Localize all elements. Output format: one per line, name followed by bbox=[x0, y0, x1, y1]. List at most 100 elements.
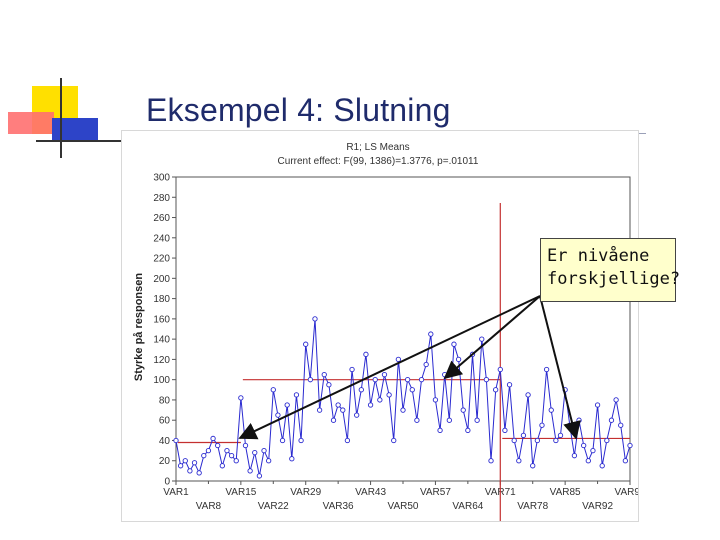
data-point bbox=[284, 402, 290, 408]
data-point bbox=[289, 456, 295, 462]
data-point bbox=[363, 351, 369, 357]
data-point bbox=[210, 435, 216, 442]
x-tick-label: VAR22 bbox=[258, 501, 289, 512]
data-point bbox=[516, 458, 522, 464]
data-point bbox=[502, 427, 508, 433]
chart-subtitle: Current effect: F(99, 1386)=1.3776, p=.0… bbox=[278, 156, 479, 167]
data-point bbox=[576, 417, 582, 423]
data-point bbox=[520, 432, 527, 439]
y-tick-label: 180 bbox=[153, 294, 170, 305]
vertical-rule bbox=[60, 78, 62, 158]
x-tick-label: VAR99 bbox=[615, 487, 638, 498]
data-point bbox=[330, 417, 337, 423]
data-point bbox=[205, 447, 212, 454]
data-point bbox=[506, 382, 513, 388]
data-point bbox=[497, 366, 503, 373]
data-point bbox=[562, 387, 568, 393]
data-point bbox=[298, 437, 304, 444]
blue-block bbox=[52, 118, 98, 142]
y-tick-label: 240 bbox=[153, 233, 170, 244]
data-point bbox=[256, 473, 263, 479]
data-point bbox=[395, 356, 402, 363]
plot-area: 0 20 40 60 80 100 120 140 160 180 200 220 240 260 280 3… bbox=[153, 173, 638, 521]
callout-line-2: forskjellige? bbox=[547, 269, 681, 289]
data-point bbox=[391, 437, 397, 444]
data-point bbox=[303, 341, 309, 347]
data-point bbox=[594, 402, 601, 408]
data-point bbox=[511, 437, 517, 444]
x-tick-label: VAR1 bbox=[163, 487, 189, 498]
data-point bbox=[191, 460, 198, 466]
data-point bbox=[469, 351, 476, 357]
y-tick-label: 120 bbox=[153, 355, 170, 366]
data-point bbox=[224, 447, 230, 454]
y-axis-label: Styrke på responsen bbox=[133, 273, 145, 381]
data-point bbox=[557, 432, 564, 439]
data-point bbox=[423, 361, 429, 368]
ls-means-chart: R1; LS Means Current effect: F(99, 1386)… bbox=[133, 142, 638, 521]
data-point bbox=[266, 458, 272, 464]
y-tick-label: 80 bbox=[159, 395, 171, 406]
y-tick-label: 40 bbox=[159, 436, 171, 447]
data-point bbox=[460, 407, 466, 413]
x-tick-label: VAR15 bbox=[225, 487, 256, 498]
data-point bbox=[530, 463, 536, 469]
question-callout: Er nivåene forskjellige? bbox=[540, 238, 681, 302]
data-point bbox=[177, 463, 184, 469]
data-point bbox=[400, 407, 406, 413]
data-point bbox=[613, 397, 619, 403]
data-point bbox=[344, 437, 351, 444]
data-point bbox=[414, 417, 420, 423]
data-point bbox=[219, 463, 225, 469]
data-point bbox=[548, 407, 554, 413]
data-point bbox=[293, 392, 300, 398]
data-point bbox=[275, 412, 281, 418]
x-tick-label: VAR29 bbox=[290, 487, 321, 498]
data-point bbox=[437, 427, 443, 433]
horizontal-rule bbox=[36, 140, 126, 142]
data-point bbox=[590, 447, 596, 454]
data-point bbox=[451, 341, 457, 347]
data-point bbox=[228, 453, 235, 459]
data-point bbox=[215, 442, 221, 449]
data-point bbox=[358, 387, 364, 393]
data-point bbox=[581, 442, 587, 449]
data-point bbox=[187, 468, 193, 474]
data-point bbox=[604, 437, 610, 444]
data-point bbox=[238, 395, 244, 401]
data-point bbox=[539, 422, 545, 428]
x-tick-label: VAR43 bbox=[355, 487, 386, 498]
data-point bbox=[442, 371, 448, 378]
slide-title: Eksempel 4: Slutning bbox=[146, 92, 451, 128]
x-tick-label: VAR64 bbox=[452, 501, 483, 512]
data-point bbox=[488, 458, 494, 464]
data-point bbox=[455, 356, 462, 363]
x-tick-label: VAR78 bbox=[517, 501, 548, 512]
data-point bbox=[349, 366, 355, 373]
data-point bbox=[418, 377, 425, 383]
data-point bbox=[622, 458, 629, 464]
data-point bbox=[321, 371, 327, 378]
data-point bbox=[335, 402, 341, 408]
chart-title: R1; LS Means bbox=[346, 142, 409, 153]
red-block bbox=[8, 112, 54, 134]
data-point bbox=[261, 447, 267, 454]
y-tick-label: 280 bbox=[153, 193, 170, 204]
data-point bbox=[340, 407, 346, 413]
data-point bbox=[479, 336, 485, 342]
x-tick-label: VAR85 bbox=[550, 487, 581, 498]
data-point bbox=[585, 458, 591, 464]
data-point bbox=[618, 422, 624, 428]
data-point bbox=[493, 387, 499, 393]
data-point bbox=[316, 407, 323, 413]
y-tick-label: 220 bbox=[153, 254, 170, 265]
data-point bbox=[372, 377, 378, 383]
data-point bbox=[386, 392, 392, 398]
data-point bbox=[474, 417, 480, 423]
data-point bbox=[252, 449, 258, 456]
data-point bbox=[307, 377, 313, 383]
data-point bbox=[534, 437, 540, 444]
data-point bbox=[377, 397, 383, 403]
data-point bbox=[627, 442, 633, 449]
data-point bbox=[326, 382, 332, 388]
